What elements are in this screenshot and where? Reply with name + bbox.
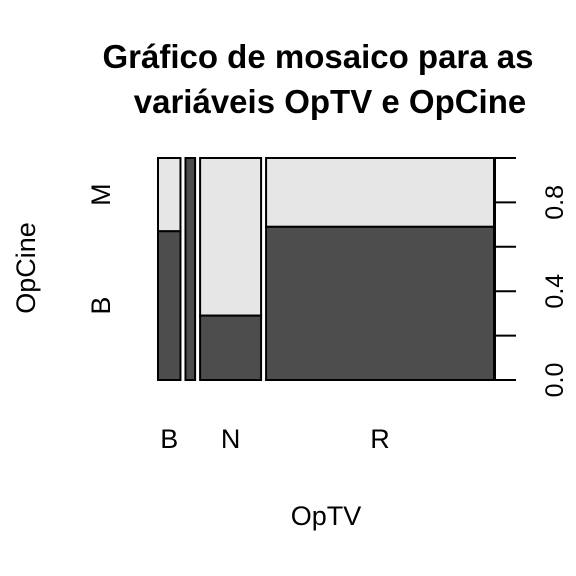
y-category-label-B: B bbox=[86, 297, 116, 315]
right-axis-tick-label-0.0: 0.0 bbox=[541, 363, 569, 398]
tile-R-B bbox=[265, 225, 495, 381]
tile-B-B bbox=[157, 230, 182, 381]
chart-title-line-1: Gráfico de mosaico para as bbox=[102, 38, 533, 75]
tile-col1-B bbox=[184, 157, 197, 381]
tile-R-M bbox=[265, 157, 495, 228]
right-axis-tick-label-0.8: 0.8 bbox=[541, 185, 569, 220]
x-category-label-R: R bbox=[370, 424, 390, 454]
x-category-label-B: B bbox=[160, 424, 178, 454]
y-category-labels: BM bbox=[86, 183, 116, 314]
right-axis: 0.0 0.4 0.8 bbox=[494, 157, 569, 398]
x-axis-label: OpTV bbox=[291, 501, 362, 531]
right-axis-tick-label-0.4: 0.4 bbox=[541, 274, 569, 309]
tile-N-M bbox=[199, 157, 263, 317]
x-category-label-N: N bbox=[221, 424, 241, 454]
tile-B-M bbox=[157, 157, 182, 233]
chart-title-line-2: variáveis OpTV e OpCine bbox=[134, 83, 527, 120]
y-category-label-M: M bbox=[86, 183, 116, 206]
y-axis-label: OpCine bbox=[11, 222, 41, 314]
mosaic-tiles bbox=[157, 157, 495, 381]
tile-N-B bbox=[199, 314, 263, 381]
